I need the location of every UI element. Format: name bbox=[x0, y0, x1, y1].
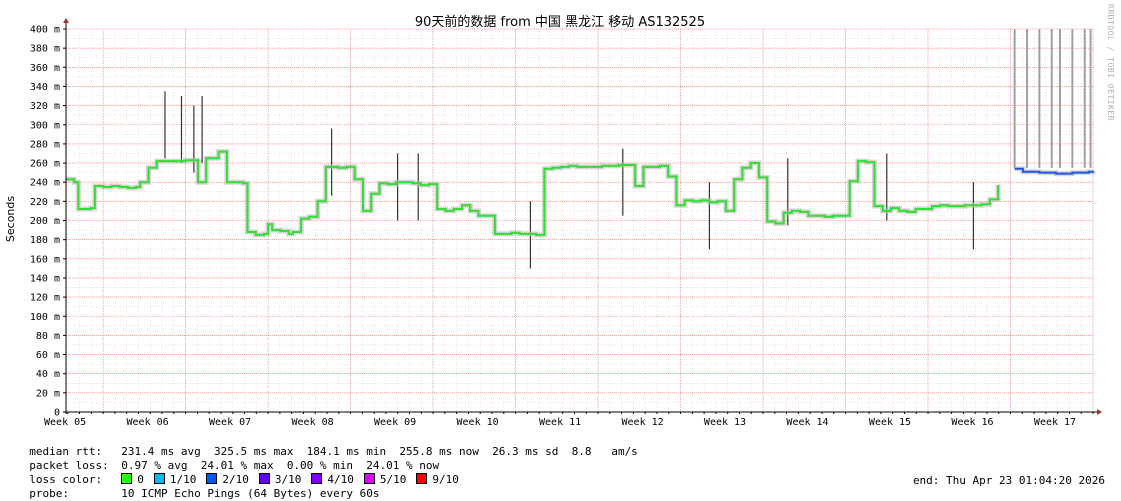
x-tick-label: Week 12 bbox=[622, 417, 664, 428]
latency-chart: 0 20 m 40 m 60 m 80 m 100 m 120 m 140 m 160 m 180… bbox=[4, 4, 1115, 428]
loss-color-swatch bbox=[258, 473, 270, 484]
x-tick-label: Week 13 bbox=[704, 417, 746, 428]
y-tick-label: 20 m bbox=[36, 388, 60, 399]
loss-color-text: 1/10 bbox=[169, 473, 197, 486]
loss-color-swatch bbox=[311, 473, 323, 484]
loss-color-text: 4/10 bbox=[327, 473, 354, 486]
y-tick-label: 300 m bbox=[30, 120, 60, 131]
x-tick-label: Week 10 bbox=[457, 417, 499, 428]
loss-color-text: 2/10 bbox=[222, 473, 249, 486]
packet-loss-values: 0.97 % avg 24.01 % max 0.00 % min 24.01 … bbox=[121, 459, 440, 472]
rrdtool-watermark: RRDTOOL / TOBI OETIKER bbox=[1106, 4, 1115, 121]
loss-color-item: 4/10 bbox=[311, 473, 354, 486]
x-tick-labels: Week 05 Week 06 Week 07 Week 08 Week 09 Week … bbox=[44, 417, 1076, 428]
y-tick-label: 220 m bbox=[30, 197, 60, 208]
x-tick-label: Week 07 bbox=[209, 417, 251, 428]
y-tick-label: 160 m bbox=[30, 254, 60, 265]
y-tick-label: 200 m bbox=[30, 216, 60, 227]
x-tick-label: Week 05 bbox=[44, 417, 86, 428]
chart-axes bbox=[63, 18, 1102, 415]
y-axis-arrow bbox=[63, 18, 69, 23]
y-tick-label: 0 bbox=[54, 408, 60, 419]
probe-label: probe: bbox=[29, 487, 69, 500]
loss-color-item: 0 bbox=[121, 473, 144, 486]
x-tick-label: Week 06 bbox=[127, 417, 169, 428]
x-axis-arrow bbox=[1097, 409, 1102, 415]
loss-color-text: 3/10 bbox=[274, 473, 302, 486]
x-tick-label: Week 08 bbox=[292, 417, 334, 428]
x-tick-label: Week 09 bbox=[374, 417, 416, 428]
x-tick-label: Week 17 bbox=[1034, 417, 1076, 428]
chart-grid bbox=[66, 28, 1094, 413]
chart-title: 90天前的数据 from 中国 黑龙江 移动 AS132525 bbox=[415, 14, 705, 30]
y-tick-label: 260 m bbox=[30, 159, 60, 170]
loss-color-swatch bbox=[206, 473, 218, 484]
y-tick-label: 400 m bbox=[30, 25, 60, 36]
loss-color-swatch bbox=[416, 473, 428, 484]
y-tick-label: 60 m bbox=[36, 350, 60, 361]
loss-color-text: 9/10 bbox=[432, 473, 459, 486]
loss-color-text: 5/10 bbox=[379, 473, 407, 486]
y-tick-label: 40 m bbox=[36, 369, 60, 380]
x-tick-label: Week 14 bbox=[786, 417, 828, 428]
loss-color-item: 2/10 bbox=[206, 473, 249, 486]
packet-loss-label: packet loss: bbox=[29, 459, 109, 472]
rtt-spikes bbox=[164, 91, 974, 269]
y-tick-label: 320 m bbox=[30, 101, 60, 112]
loss-color-text: 0 bbox=[137, 473, 144, 486]
y-tick-label: 240 m bbox=[30, 178, 60, 189]
y-tick-label: 180 m bbox=[30, 235, 60, 246]
y-tick-label: 120 m bbox=[30, 293, 60, 304]
probe-row: probe: 10 ICMP Echo Pings (64 Bytes) ever… bbox=[16, 473, 379, 501]
loss-color-swatch bbox=[363, 473, 375, 484]
x-tick-label: Week 16 bbox=[951, 417, 993, 428]
y-axis-label: Seconds bbox=[4, 196, 17, 242]
loss-color-item: 3/10 bbox=[258, 473, 302, 486]
loss-color-label: loss color: bbox=[29, 473, 103, 486]
series-lines bbox=[66, 149, 1096, 238]
loss-color-item: 1/10 bbox=[153, 473, 197, 486]
y-tick-label: 140 m bbox=[30, 273, 60, 284]
loss-color-row: loss color: 0 1/10 2/10 3/10 4/10 5/10 9/10 bbox=[16, 459, 469, 487]
packet-loss-markers bbox=[1013, 29, 1092, 168]
loss-color-swatch bbox=[153, 473, 165, 484]
median-rtt-row: median rtt: 231.4 ms avg 325.5 ms max 184… bbox=[16, 431, 638, 459]
y-tick-label: 100 m bbox=[30, 312, 60, 323]
y-tick-label: 340 m bbox=[30, 82, 60, 93]
y-tick-label: 380 m bbox=[30, 44, 60, 55]
y-tick-label: 280 m bbox=[30, 139, 60, 150]
loss-color-item: 9/10 bbox=[416, 473, 459, 486]
packet-loss-row: packet loss: 0.97 % avg 24.01 % max 0.00 … bbox=[16, 445, 439, 473]
median-rtt-label: median rtt: bbox=[29, 445, 103, 458]
end-timestamp: end: Thu Apr 23 01:04:20 2026 bbox=[912, 474, 1105, 487]
y-tick-label: 360 m bbox=[30, 63, 60, 74]
series-line bbox=[66, 150, 1000, 236]
median-rtt-values: 231.4 ms avg 325.5 ms max 184.1 ms min 2… bbox=[121, 445, 638, 458]
series-line bbox=[1014, 167, 1094, 175]
x-tick-label: Week 11 bbox=[539, 417, 581, 428]
loss-color-item: 5/10 bbox=[363, 473, 407, 486]
x-tick-label: Week 15 bbox=[869, 417, 911, 428]
y-tick-label: 80 m bbox=[36, 331, 60, 342]
y-tick-labels: 0 20 m 40 m 60 m 80 m 100 m 120 m 140 m 160 m 180… bbox=[30, 25, 60, 419]
loss-color-legend: 0 1/10 2/10 3/10 4/10 5/10 9/10 bbox=[121, 473, 469, 486]
loss-color-swatch bbox=[121, 473, 133, 484]
